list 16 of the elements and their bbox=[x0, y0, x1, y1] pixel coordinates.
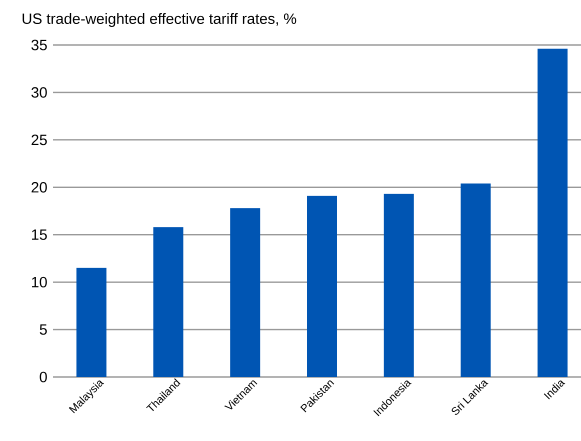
bar bbox=[230, 208, 260, 377]
y-tick-label: 5 bbox=[40, 324, 47, 335]
y-tick-label: 25 bbox=[32, 134, 47, 146]
bar bbox=[538, 48, 568, 377]
y-tick-label: 30 bbox=[31, 87, 47, 98]
bar bbox=[307, 196, 337, 377]
y-tick-label: 35 bbox=[31, 40, 47, 50]
y-tick-label: 20 bbox=[32, 182, 47, 193]
chart-title: US trade-weighted effective tariff rates, % bbox=[22, 13, 296, 27]
bar bbox=[153, 227, 184, 377]
bar bbox=[76, 268, 106, 377]
y-tick-label: 0 bbox=[40, 372, 47, 382]
bar bbox=[384, 194, 414, 377]
y-tick-label: 10 bbox=[32, 276, 47, 288]
bar bbox=[460, 183, 491, 377]
y-tick-label: 15 bbox=[32, 230, 47, 240]
